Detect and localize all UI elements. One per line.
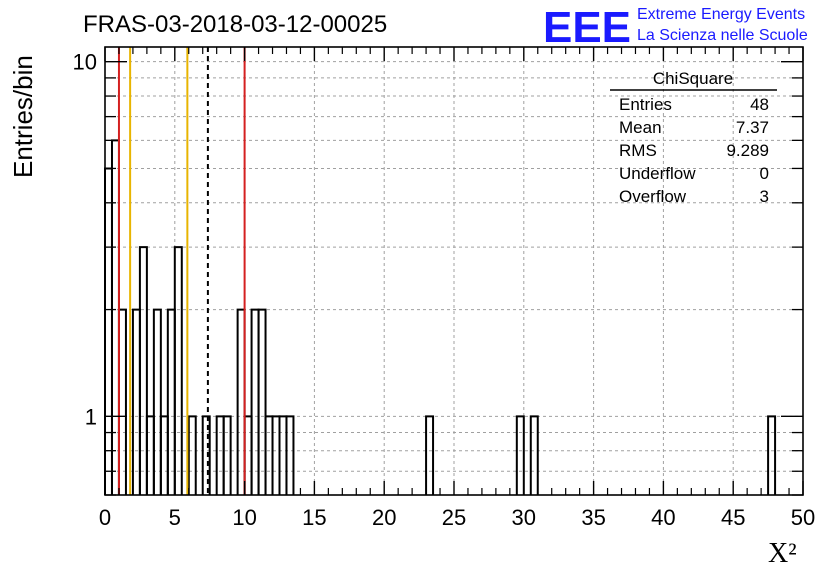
histogram-bin [243, 415, 253, 495]
x-axis-label: X² [768, 538, 797, 569]
eee-logo-line-2: La Scienza nelle Scuole [637, 27, 808, 44]
stats-value-rms: 9.289 [726, 141, 769, 160]
stats-box: ChiSquare Entries 48 Mean 7.37 RMS 9.289… [610, 69, 777, 206]
histogram-bin [166, 308, 176, 495]
histogram-bin [117, 308, 127, 495]
histogram-bin [236, 308, 246, 495]
histogram-bin [515, 415, 525, 495]
stats-value-underflow: 0 [760, 164, 769, 183]
stats-value-entries: 48 [750, 95, 769, 114]
histogram-bin [152, 308, 162, 495]
histogram-bin [425, 415, 435, 495]
histogram-bin [257, 308, 267, 495]
stats-title: ChiSquare [653, 69, 733, 88]
x-tick-label: 5 [169, 505, 181, 530]
chart-title: FRAS-03-2018-03-12-00025 [83, 11, 387, 38]
stats-label-underflow: Underflow [619, 164, 696, 183]
stats-label-overflow: Overflow [619, 187, 687, 206]
histogram-bin [215, 415, 225, 495]
histogram-bin [201, 415, 211, 495]
histogram-bin [767, 415, 777, 495]
histogram-bin [173, 246, 183, 495]
histogram-bin [250, 308, 260, 495]
stats-value-mean: 7.37 [736, 118, 769, 137]
grid [105, 47, 803, 496]
stats-value-overflow: 3 [760, 187, 769, 206]
y-tick-label: 1 [85, 404, 97, 429]
histogram-bin [145, 415, 155, 495]
eee-logo-line-1: Extreme Energy Events [637, 6, 805, 23]
histogram-bin [222, 415, 232, 495]
x-tick-label: 25 [442, 505, 466, 530]
stats-label-mean: Mean [619, 118, 662, 137]
x-tick-label: 35 [581, 505, 605, 530]
histogram-bin [529, 415, 539, 495]
eee-logo: EEE [543, 3, 631, 52]
histogram-bin [278, 415, 288, 495]
histogram-bin [187, 415, 197, 495]
x-tick-label: 50 [791, 505, 815, 530]
histogram-bin [131, 308, 141, 495]
x-tick-label: 10 [232, 505, 256, 530]
x-tick-label: 40 [651, 505, 675, 530]
histogram-bin [271, 415, 281, 495]
stats-label-rms: RMS [619, 141, 657, 160]
y-tick-label: 10 [73, 50, 97, 75]
histogram-bin [110, 139, 120, 495]
histogram-bin [159, 415, 169, 495]
x-tick-label: 15 [302, 505, 326, 530]
histogram-bin [285, 415, 295, 495]
histogram-bin [138, 246, 148, 495]
x-tick-label: 30 [512, 505, 536, 530]
stats-label-entries: Entries [619, 95, 672, 114]
histogram-bin [264, 415, 274, 495]
x-tick-label: 0 [99, 505, 111, 530]
y-axis-label: Entries/bin [8, 55, 38, 178]
reference-lines [117, 47, 246, 495]
histogram-bin [104, 167, 113, 495]
x-tick-label: 20 [372, 505, 396, 530]
x-tick-label: 45 [721, 505, 745, 530]
